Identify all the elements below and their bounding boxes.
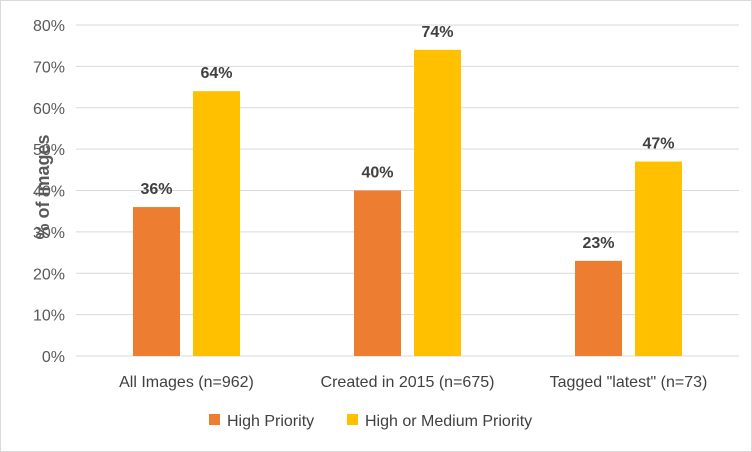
- y-tick-label: 30%: [33, 225, 65, 242]
- data-label: 74%: [421, 24, 453, 41]
- y-axis-title: % of images: [33, 134, 53, 239]
- legend: High Priority High or Medium Priority: [209, 413, 532, 430]
- legend-swatch: [347, 414, 358, 425]
- bar-high-or-medium-priority: [193, 91, 240, 356]
- x-axis-categories: All Images (n=962) Created in 2015 (n=675…: [119, 374, 707, 391]
- bars: [133, 49, 682, 356]
- data-label: 36%: [140, 181, 172, 198]
- y-axis-ticks: 0% 10% 20% 30% 40% 50% 60% 70% 80%: [33, 18, 65, 366]
- y-tick-label: 0%: [42, 349, 65, 366]
- bar-high-priority: [575, 260, 622, 356]
- legend-swatch: [209, 414, 220, 425]
- bar-high-priority: [133, 207, 180, 356]
- x-category-label: Tagged "latest" (n=73): [550, 374, 708, 391]
- data-label: 64%: [200, 65, 232, 82]
- data-labels: 36% 64% 40% 74% 23% 47%: [140, 24, 674, 252]
- legend-label: High or Medium Priority: [365, 413, 532, 430]
- bar-high-or-medium-priority: [635, 161, 682, 356]
- y-tick-label: 70%: [33, 59, 65, 76]
- data-label: 40%: [361, 165, 393, 182]
- y-tick-label: 10%: [33, 308, 65, 325]
- data-label: 23%: [582, 235, 614, 252]
- bar-high-or-medium-priority: [414, 49, 461, 356]
- bar-high-priority: [354, 190, 401, 356]
- y-tick-label: 80%: [33, 18, 65, 35]
- gridlines: [76, 24, 739, 357]
- y-tick-label: 20%: [33, 266, 65, 283]
- data-label: 47%: [642, 136, 674, 153]
- y-tick-label: 60%: [33, 101, 65, 118]
- y-tick-label: 50%: [33, 142, 65, 159]
- legend-label: High Priority: [227, 413, 314, 430]
- x-category-label: All Images (n=962): [119, 374, 254, 391]
- x-category-label: Created in 2015 (n=675): [321, 374, 495, 391]
- y-tick-label: 40%: [33, 184, 65, 201]
